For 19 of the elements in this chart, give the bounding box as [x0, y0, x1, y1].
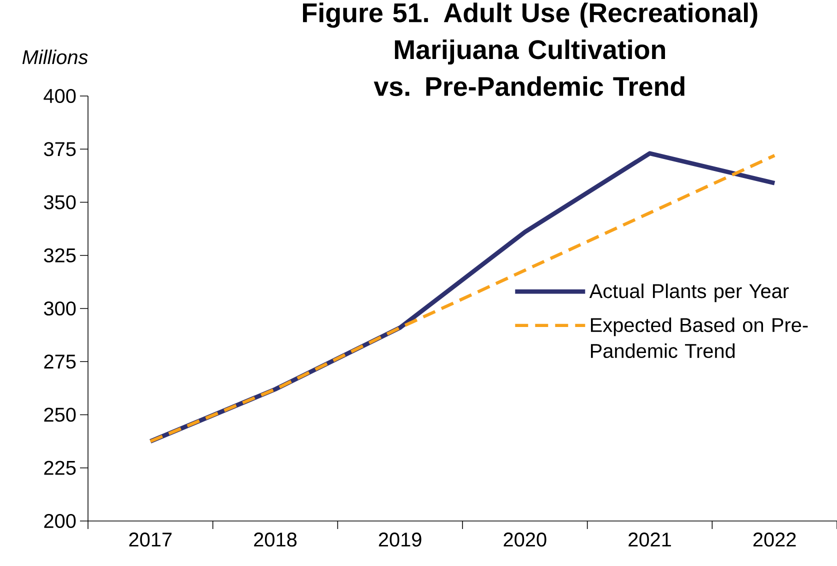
y-tick-label: 250 — [44, 408, 76, 422]
legend-label: Expected Based on Pre-Pandemic Trend — [590, 317, 808, 358]
x-tick-label: 2021 — [628, 532, 671, 547]
x-tick-label: 2020 — [504, 532, 546, 547]
y-axis-title: Millions — [22, 50, 88, 64]
y-tick-label: 400 — [44, 88, 76, 104]
x-tick-label: 2022 — [753, 532, 796, 547]
y-tick-label: 200 — [44, 514, 76, 528]
chart-title: Figure 51. Adult Use (Recreational) Marijuana Cultivation vs. Pre-Pandemic Trend — [303, 2, 758, 96]
y-tick-label: 375 — [44, 142, 76, 156]
y-tick-label: 275 — [44, 354, 76, 369]
x-tick-label: 2019 — [378, 532, 422, 547]
y-tick-label: 225 — [44, 460, 76, 475]
x-tick-label: 2018 — [254, 532, 297, 547]
x-tick-label: 2017 — [129, 532, 172, 547]
y-tick-label: 325 — [44, 248, 76, 262]
y-tick-label: 300 — [44, 301, 76, 316]
y-tick-label: 350 — [44, 195, 76, 210]
legend-label: Actual Plants per Year — [589, 284, 789, 302]
